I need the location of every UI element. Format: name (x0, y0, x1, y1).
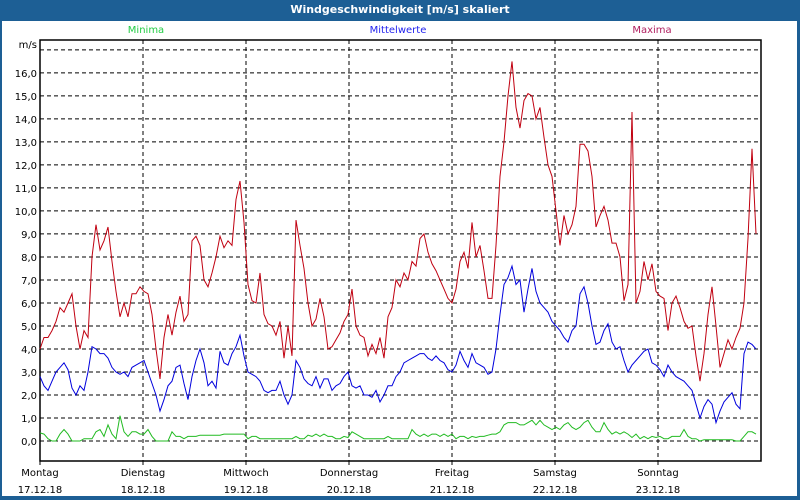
y-tick-label: 6,0 (21, 299, 37, 310)
x-tick-date: 22.12.18 (533, 485, 578, 496)
y-tick-label: 9,0 (21, 230, 37, 241)
plot-frame (39, 39, 762, 462)
x-tick-day: Montag (21, 468, 58, 479)
y-tick-label: 13,0 (15, 138, 37, 149)
legend-minima: Minima (127, 25, 165, 36)
x-tick-day: Freitag (435, 468, 469, 479)
x-tick-day: Dienstag (121, 468, 166, 479)
y-tick-label: 14,0 (15, 115, 37, 126)
y-axis-unit: m/s (19, 40, 37, 51)
y-tick-label: 12,0 (15, 161, 37, 172)
x-tick-day: Donnerstag (320, 468, 378, 479)
legend-maxima: Maxima (632, 25, 672, 36)
chart-panel (2, 21, 797, 496)
series-line-minima (39, 415, 757, 442)
y-tick-label: 3,0 (21, 368, 37, 379)
x-tick-date: 21.12.18 (430, 485, 475, 496)
y-tick-label: 10,0 (15, 207, 37, 218)
x-tick-date: 20.12.18 (327, 485, 372, 496)
y-tick-label: 1,0 (21, 414, 37, 425)
window-title: Windgeschwindigkeit [m/s] skaliert (290, 3, 510, 16)
y-tick-label: 15,0 (15, 92, 37, 103)
x-tick-day: Mittwoch (223, 468, 268, 479)
y-tick-label: 7,0 (21, 276, 37, 287)
x-tick-date: 23.12.18 (636, 485, 681, 496)
y-tick-label: 2,0 (21, 391, 37, 402)
y-tick-label: 11,0 (15, 184, 37, 195)
x-tick-date: 18.12.18 (121, 485, 166, 496)
y-tick-label: 5,0 (21, 322, 37, 333)
y-tick-label: 16,0 (15, 69, 37, 80)
x-tick-day: Samstag (533, 468, 577, 479)
y-tick-label: 8,0 (21, 253, 37, 264)
y-tick-label: 0,0 (21, 437, 37, 448)
y-tick-label: 4,0 (21, 345, 37, 356)
x-tick-date: 17.12.18 (18, 485, 63, 496)
series-line-maxima (39, 61, 757, 382)
series-line-mittelwerte (39, 264, 757, 425)
x-tick-day: Sonntag (637, 468, 679, 479)
legend-mittelwerte: Mittelwerte (369, 25, 427, 36)
x-tick-date: 19.12.18 (224, 485, 269, 496)
